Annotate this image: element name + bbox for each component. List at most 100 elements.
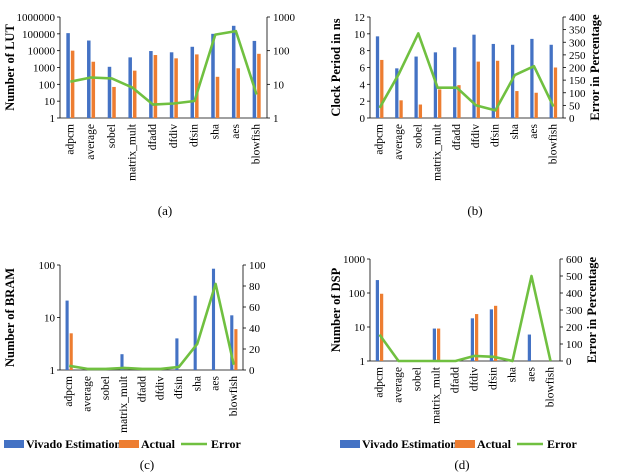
left-tick-label: 10000 [28, 46, 56, 58]
left-tick-label: 2 [360, 96, 366, 108]
category-label: sobel [412, 367, 424, 391]
estimation-bar [470, 318, 474, 361]
right-tick-label: 20 [249, 344, 261, 356]
category-label: adpcm [64, 124, 76, 155]
right-tick-label: 1 [273, 113, 279, 125]
left-tick-label: 4 [360, 79, 366, 91]
estimation-bar [414, 56, 418, 118]
caption-b: (b) [467, 203, 482, 218]
category-label: dfdiv [470, 124, 482, 149]
category-label: adpcm [374, 124, 386, 155]
category-label: adpcm [63, 376, 75, 407]
category-label: matrix_mult [126, 123, 138, 181]
category-label: sha [209, 124, 221, 139]
left-tick-label: 1 [50, 365, 56, 377]
left-tick-label: 1 [50, 113, 56, 125]
right-tick-label: 600 [566, 254, 583, 266]
caption-a: (a) [158, 203, 172, 218]
estimation-bar [432, 328, 436, 361]
right-tick-label: 350 [569, 25, 586, 37]
actual-bar [380, 59, 384, 118]
actual-bar [112, 86, 116, 118]
actual-bar [153, 55, 158, 118]
category-label: aes [210, 375, 222, 390]
category-label: dfsin [489, 124, 501, 147]
right-tick-label: 0 [569, 113, 575, 125]
actual-bar [399, 100, 403, 118]
category-label: sobel [106, 124, 118, 148]
actual-bar [515, 91, 519, 118]
actual-bar [437, 328, 441, 361]
category-label: average [393, 367, 405, 403]
right-tick-label: 0 [249, 365, 255, 377]
category-label: dfadd [451, 124, 463, 150]
actual-bar [174, 58, 178, 118]
category-label: dfsin [488, 367, 500, 390]
category-label: matrix_mult [118, 375, 130, 433]
actual-bar [380, 293, 384, 361]
actual-bar [91, 61, 96, 118]
right-tick-label: 1000 [273, 12, 296, 24]
legend-swatch [455, 440, 475, 448]
left-tick-label: 1000000 [17, 12, 56, 24]
estimation-bar [549, 44, 553, 118]
estimation-bar [231, 25, 236, 119]
left-tick-label: 10 [44, 96, 56, 108]
right-tick-label: 300 [569, 37, 586, 49]
category-label: matrix_mult [431, 366, 443, 424]
actual-bar [132, 70, 137, 118]
right-tick-label: 100 [273, 46, 290, 58]
category-label: sha [509, 124, 521, 139]
left-tick-label: 1000 [343, 254, 366, 266]
legend-swatch [4, 440, 24, 448]
category-label: average [81, 376, 93, 412]
right-tick-label: 50 [569, 100, 581, 112]
estimation-bar [66, 33, 70, 119]
right-tick-label: 0 [566, 356, 572, 368]
estimation-bar [453, 47, 457, 118]
secondary-y-axis-title: Error in Percentage [585, 256, 599, 363]
estimation-bar [190, 46, 195, 118]
estimation-bar [169, 52, 174, 118]
right-tick-label: 500 [566, 271, 583, 283]
error-line [378, 274, 552, 363]
estimation-bar [375, 36, 380, 118]
right-tick-label: 100 [249, 260, 266, 272]
error-line [68, 282, 236, 371]
caption-c: (c) [140, 457, 154, 472]
category-label: dfadd [147, 124, 159, 150]
left-tick-label: 10 [354, 322, 366, 334]
legend-swatch [340, 440, 360, 448]
caption-d: (d) [454, 457, 469, 472]
estimation-bar [120, 354, 124, 370]
actual-bar [457, 85, 461, 118]
chart-a: 1 10 100 1000 10000 100000 1000000 1 10 100 1000 ad… [3, 12, 296, 181]
actual-bar [69, 333, 73, 370]
actual-bar [418, 104, 423, 118]
left-tick-label: 8 [360, 46, 366, 58]
category-label: aes [230, 123, 242, 138]
category-label: blowfish [228, 376, 240, 417]
legend-swatch [119, 440, 139, 448]
actual-bar [495, 60, 500, 118]
actual-bar [257, 53, 261, 118]
actual-bar [476, 61, 480, 118]
category-label: sobel [412, 124, 424, 148]
category-label: average [393, 124, 405, 160]
actual-bar [70, 50, 75, 118]
estimation-bar [193, 295, 197, 370]
category-label: dfsin [173, 376, 185, 399]
actual-bar [494, 305, 498, 361]
right-tick-label: 400 [569, 12, 586, 24]
estimation-bar [527, 334, 531, 361]
category-label: dfdiv [469, 367, 481, 392]
right-tick-label: 10 [273, 79, 285, 91]
estimation-bar [211, 268, 216, 370]
left-tick-label: 10 [354, 29, 366, 41]
left-tick-label: 0 [360, 113, 366, 125]
category-label: sobel [100, 376, 112, 400]
y-axis-title: Number of BRAM [3, 268, 17, 367]
actual-bar [234, 329, 238, 370]
right-tick-label: 100 [569, 88, 586, 100]
legend-label: Actual [477, 437, 512, 451]
